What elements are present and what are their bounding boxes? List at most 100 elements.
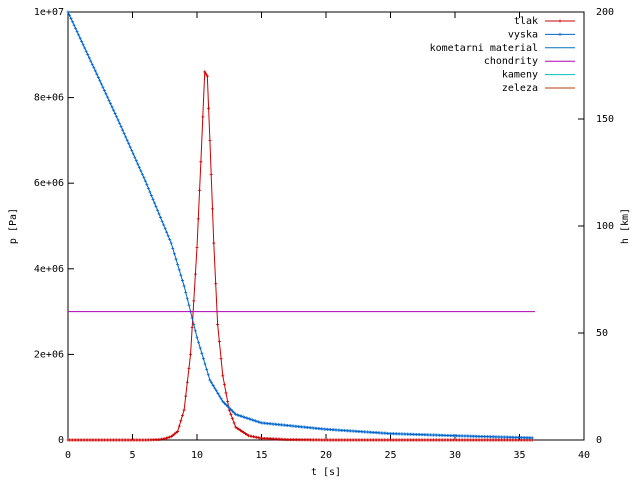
- series-point-vyska: [530, 436, 534, 440]
- series-point-vyska: [230, 409, 234, 413]
- series-point-vyska: [208, 378, 212, 382]
- series-point-vyska: [243, 415, 247, 419]
- series-point-vyska: [195, 335, 199, 339]
- series-point-vyska: [137, 165, 141, 169]
- x-axis-label: t [s]: [311, 467, 341, 478]
- series-point-tlak: [180, 413, 184, 417]
- series-point-vyska: [213, 386, 217, 390]
- series-point-vyska: [101, 85, 105, 89]
- series-point-tlak: [229, 412, 233, 416]
- series-point-vyska: [165, 230, 169, 234]
- series-point-tlak: [204, 72, 208, 76]
- series-point-vyska: [84, 49, 88, 53]
- y-left-tick-label: 8e+06: [34, 93, 64, 104]
- series-point-tlak: [230, 417, 234, 421]
- series-point-vyska: [182, 284, 186, 288]
- y-right-tick-label: 100: [596, 221, 614, 232]
- series-point-vyska: [171, 246, 175, 250]
- series-point-vyska: [154, 205, 158, 209]
- series-point-tlak: [195, 245, 199, 249]
- series-point-vyska: [145, 183, 149, 187]
- series-point-tlak: [196, 217, 200, 221]
- series-point-vyska: [149, 194, 153, 198]
- series-point-tlak: [164, 436, 168, 440]
- series-point-tlak: [240, 429, 244, 433]
- series-point-tlak: [172, 432, 176, 436]
- series-point-tlak: [193, 272, 197, 276]
- series-point-vyska: [210, 381, 214, 385]
- series-point-tlak: [190, 326, 194, 330]
- series-point-vyska: [174, 257, 178, 261]
- series-point-vyska: [237, 413, 241, 417]
- y-left-tick-label: 4e+06: [34, 264, 64, 275]
- series-point-tlak: [168, 435, 172, 439]
- x-tick-label: 35: [513, 450, 525, 461]
- series-point-vyska: [95, 72, 99, 76]
- series-point-vyska: [247, 417, 251, 421]
- series-point-vyska: [116, 118, 120, 122]
- series-point-vyska: [143, 179, 147, 183]
- series-point-vyska: [119, 125, 123, 129]
- legend: tlak vyska kometarni material chondrity kame…: [430, 16, 575, 94]
- series-point-vyska: [105, 95, 109, 99]
- series-point-vyska: [98, 79, 102, 83]
- series-point-vyska: [240, 414, 244, 418]
- series-point-vyska: [72, 23, 76, 27]
- series-point-vyska: [92, 66, 96, 70]
- series-point-vyska: [192, 322, 196, 326]
- series-point-vyska: [86, 53, 90, 57]
- series-point-vyska: [80, 39, 84, 43]
- y-left-axis-label: p [Pa]: [8, 208, 19, 244]
- series-point-tlak: [163, 437, 167, 441]
- series-point-tlak: [176, 429, 180, 433]
- series-point-tlak: [205, 74, 209, 78]
- series-point-tlak: [177, 424, 181, 428]
- series-point-vyska: [90, 62, 94, 66]
- series-point-vyska: [112, 108, 116, 112]
- series-point-vyska: [74, 26, 78, 30]
- series-point-vyska: [107, 98, 111, 102]
- series-point-vyska: [140, 172, 144, 176]
- series-point-vyska: [157, 212, 161, 216]
- series-point-tlak: [198, 188, 202, 192]
- series-point-vyska: [87, 56, 91, 60]
- series-point-vyska: [206, 373, 210, 377]
- series-point-vyska: [134, 159, 138, 163]
- series-point-tlak: [201, 115, 205, 119]
- series-point-vyska: [201, 357, 205, 361]
- series-point-tlak: [210, 207, 214, 211]
- series-point-vyska: [224, 403, 228, 407]
- series-point-vyska: [229, 408, 233, 412]
- series-point-tlak: [242, 431, 246, 435]
- y-left-tick-label: 1e+07: [34, 7, 64, 18]
- series-point-vyska: [244, 416, 248, 420]
- series-point-vyska: [205, 367, 209, 371]
- legend-label-vyska: vyska: [508, 29, 538, 40]
- legend-label-kometarni-material: kometarni material: [430, 43, 538, 54]
- legend-label-kameny: kameny: [502, 70, 538, 81]
- series-point-vyska: [96, 75, 100, 79]
- series-point-vyska: [184, 290, 188, 294]
- y-right-axis-label: h [km]: [620, 208, 631, 244]
- series-point-vyska: [166, 234, 170, 238]
- series-point-vyska: [81, 43, 85, 47]
- series-point-tlak: [203, 70, 207, 74]
- series-point-tlak: [219, 357, 223, 361]
- series-point-vyska: [162, 223, 166, 227]
- series-point-vyska: [66, 10, 70, 14]
- series-point-vyska: [153, 201, 157, 205]
- series-point-vyska: [227, 406, 231, 410]
- series-point-vyska: [77, 33, 81, 37]
- series-point-tlak: [171, 433, 175, 437]
- series-point-vyska: [69, 17, 73, 21]
- series-point-vyska: [127, 142, 131, 146]
- series-point-vyska: [124, 135, 128, 139]
- series-point-tlak: [208, 138, 212, 142]
- y-left-tick-label: 2e+06: [34, 349, 64, 360]
- y-right-tick-label: 50: [596, 328, 608, 339]
- series-point-vyska: [258, 420, 262, 424]
- series-point-vyska: [131, 152, 135, 156]
- series-point-tlak: [189, 352, 193, 356]
- series-point-vyska: [219, 397, 223, 401]
- x-tick-label: 5: [129, 450, 135, 461]
